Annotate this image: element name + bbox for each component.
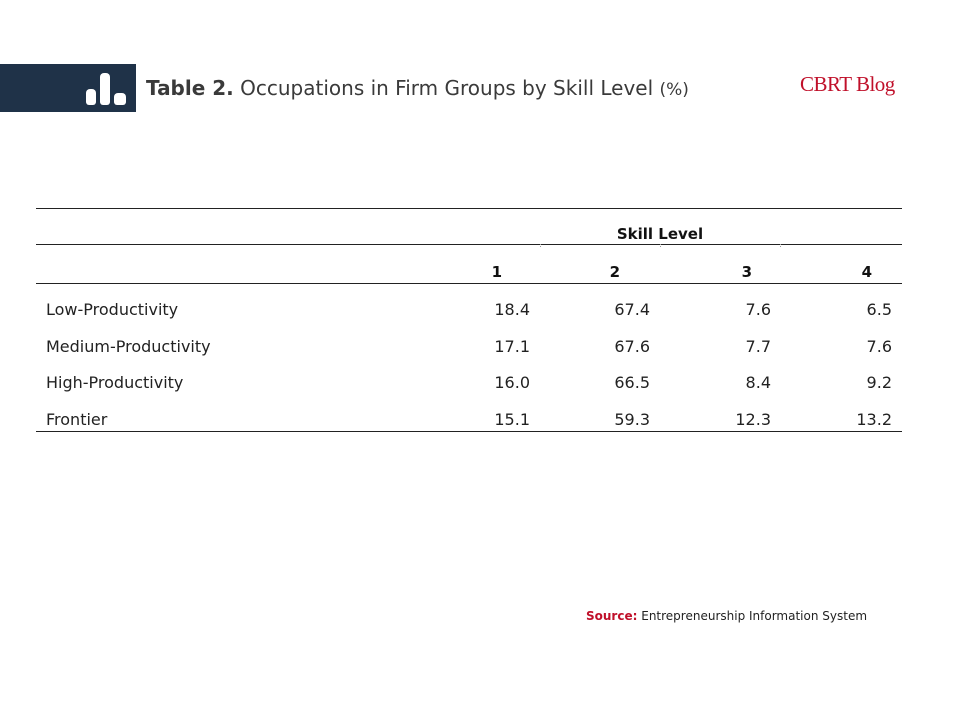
- source-label: Source:: [586, 609, 638, 623]
- table-cell: 8.4: [745, 373, 771, 392]
- column-divider: [780, 244, 781, 247]
- bar-chart-icon: [86, 71, 128, 105]
- table-header-rule: [36, 244, 902, 245]
- table-columns-rule: [36, 283, 902, 284]
- table-cell: 16.0: [494, 373, 530, 392]
- title-unit: (%): [659, 80, 689, 100]
- table-cell: 12.3: [735, 410, 771, 429]
- column-divider: [540, 244, 541, 247]
- table-cell: 17.1: [494, 337, 530, 356]
- title-text: Occupations in Firm Groups by Skill Leve…: [240, 76, 654, 100]
- row-label-frontier: Frontier: [46, 410, 108, 429]
- row-label-medium-productivity: Medium-Productivity: [46, 337, 211, 356]
- table-cell: 7.6: [745, 300, 771, 319]
- column-header-1: 1: [491, 263, 502, 281]
- title-prefix: Table 2.: [146, 76, 234, 100]
- row-label-high-productivity: High-Productivity: [46, 373, 184, 392]
- column-header-2: 2: [609, 263, 620, 281]
- table-top-rule: [36, 208, 902, 209]
- column-header-3: 3: [741, 263, 752, 281]
- table-cell: 7.6: [866, 337, 892, 356]
- source-note: Source: Entrepreneurship Information Sys…: [586, 609, 867, 623]
- column-header-4: 4: [861, 263, 872, 281]
- table-cell: 9.2: [866, 373, 892, 392]
- table-cell: 15.1: [494, 410, 530, 429]
- table-cell: 13.2: [856, 410, 892, 429]
- header-bar: [0, 64, 136, 112]
- skill-level-header: Skill Level: [616, 225, 704, 243]
- table-cell: 67.4: [614, 300, 650, 319]
- table-bottom-rule: [36, 431, 902, 432]
- source-text: Entrepreneurship Information System: [641, 609, 868, 623]
- brand-logo: CBRT Blog: [800, 72, 895, 96]
- page-title: Table 2. Occupations in Firm Groups by S…: [146, 76, 689, 100]
- table-cell: 6.5: [866, 300, 892, 319]
- table-cell: 66.5: [614, 373, 650, 392]
- row-label-low-productivity: Low-Productivity: [46, 300, 179, 319]
- table-cell: 7.7: [745, 337, 771, 356]
- table-cell: 67.6: [614, 337, 650, 356]
- column-divider: [660, 244, 661, 247]
- table-cell: 59.3: [614, 410, 650, 429]
- table-cell: 18.4: [494, 300, 530, 319]
